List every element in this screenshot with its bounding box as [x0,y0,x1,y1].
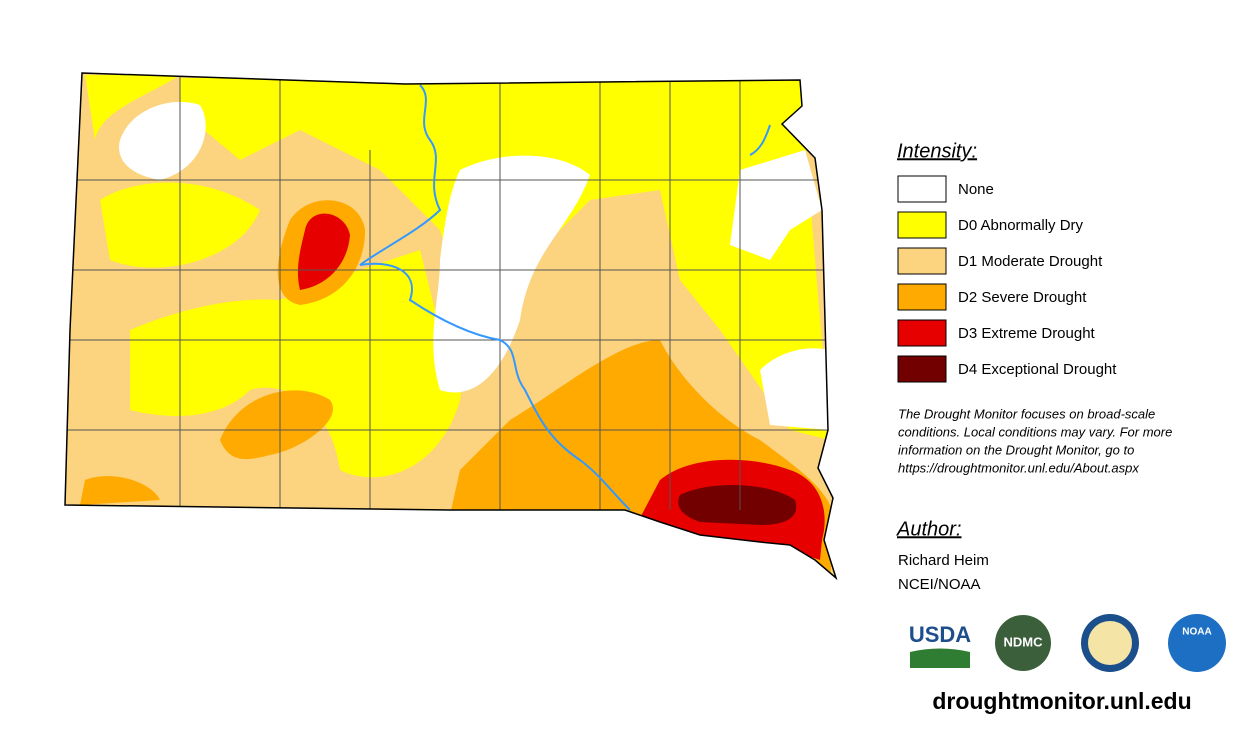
logo-shape [1088,621,1132,665]
legend-label: D2 Severe Drought [958,289,1087,306]
note: The Drought Monitor focuses on broad-sca… [898,406,1172,475]
note-line: The Drought Monitor focuses on broad-sca… [898,406,1155,421]
river [749,124,771,156]
state-outline [64,72,838,581]
drought-map [65,73,836,578]
river [359,84,631,511]
logos: USDA NDMC NOAA [909,614,1226,672]
note-line: conditions. Local conditions may vary. F… [898,424,1172,439]
d0-area [85,75,180,140]
legend-swatch [897,247,947,275]
legend-swatch [897,319,947,347]
d3-area [297,213,350,290]
none-area [730,150,822,260]
county-lines [65,73,830,510]
logo-shape [1168,614,1226,672]
legend-label: None [958,181,994,198]
logo-shape [995,615,1051,671]
author-line: NCEI/NOAA [898,576,981,593]
logo-shape [910,648,970,668]
logo-noaa: NOAA [1182,627,1211,638]
legend-swatch [897,211,947,239]
note-line: https://droughtmonitor.unl.edu/About.asp… [898,460,1139,475]
d2-area [80,476,160,505]
d2-area [220,390,333,460]
legend-swatch [897,355,947,383]
logo-usda: USDA [909,622,971,647]
logo-ndmc: NDMC [1004,634,1044,649]
d0-area [130,299,462,478]
legend-label: D1 Moderate Drought [958,253,1103,270]
none-area [119,101,206,180]
legend-label: D0 Abnormally Dry [958,217,1084,234]
none-area [760,348,830,430]
legend-label: D4 Exceptional Drought [958,361,1117,378]
author: Richard Heim NCEI/NOAA [898,552,989,593]
author-line: Richard Heim [898,552,989,569]
legend-label: D3 Extreme Drought [958,325,1096,342]
legend-title: Intensity: [897,140,977,162]
note-line: information on the Drought Monitor, go t… [898,442,1134,457]
legend-swatch [897,283,947,311]
site-url: droughtmonitor.unl.edu [932,688,1191,714]
legend: None D0 Abnormally Dry D1 Moderate Drought… [897,175,1117,383]
author-title: Author: [896,518,961,540]
d0-area [280,250,440,345]
legend-swatch [897,175,947,203]
d4-area [678,484,797,525]
